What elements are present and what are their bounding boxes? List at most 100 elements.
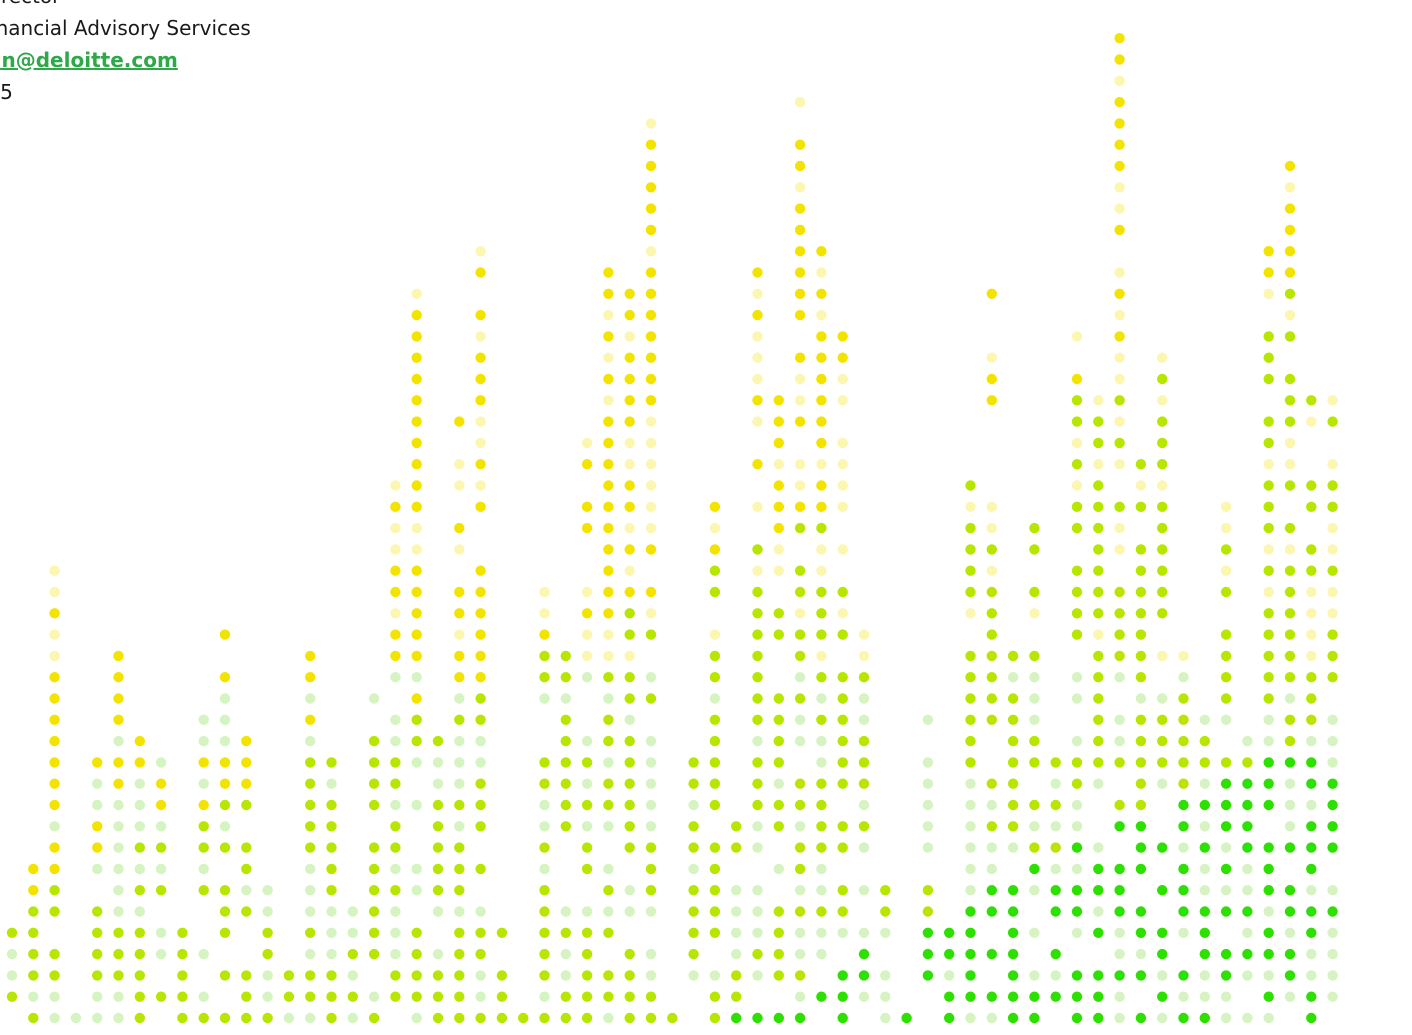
decorative-dot	[134, 906, 145, 917]
decorative-dot	[773, 778, 784, 789]
decorative-dot	[1114, 54, 1125, 65]
decorative-dot	[837, 927, 848, 938]
decorative-dot	[475, 267, 486, 278]
decorative-dot	[411, 544, 422, 555]
decorative-dot	[539, 863, 550, 875]
decorative-dot	[986, 522, 997, 534]
decorative-dot	[965, 672, 976, 683]
decorative-dot	[581, 437, 593, 449]
contact-department: Financial Advisory Services	[0, 16, 251, 40]
decorative-dot	[1093, 395, 1104, 406]
decorative-dot	[326, 821, 337, 832]
decorative-dot	[794, 352, 806, 363]
decorative-dot	[1263, 948, 1274, 960]
decorative-dot	[1157, 842, 1168, 853]
decorative-dot	[837, 501, 848, 512]
decorative-dot	[816, 309, 827, 321]
decorative-dot	[198, 821, 209, 832]
decorative-dot	[1050, 906, 1061, 917]
decorative-dot	[1284, 182, 1296, 193]
decorative-dot	[858, 757, 870, 768]
decorative-dot	[624, 586, 635, 598]
decorative-dot	[1093, 629, 1104, 640]
decorative-dot	[1327, 672, 1338, 683]
decorative-dot	[411, 522, 422, 534]
decorative-dot	[922, 906, 934, 917]
decorative-dot	[1284, 373, 1296, 385]
decorative-dot	[624, 714, 635, 725]
decorative-dot	[1199, 927, 1211, 938]
contact-email-line: an@deloitte.com	[0, 44, 251, 76]
decorative-dot	[1071, 1012, 1083, 1024]
decorative-dot	[411, 373, 422, 385]
decorative-dot	[134, 927, 145, 938]
decorative-dot	[1029, 799, 1040, 811]
decorative-dot	[752, 544, 763, 555]
decorative-dot	[113, 991, 124, 1002]
decorative-dot	[837, 395, 848, 406]
decorative-dot	[49, 991, 60, 1002]
decorative-dot	[773, 735, 784, 747]
decorative-dot	[1284, 309, 1296, 321]
decorative-dot	[1327, 608, 1338, 619]
decorative-dot	[858, 672, 870, 683]
decorative-dot	[1263, 842, 1274, 853]
decorative-dot	[155, 799, 167, 811]
decorative-dot	[773, 416, 784, 427]
decorative-dot	[645, 309, 657, 321]
decorative-dot	[411, 799, 422, 811]
decorative-dot	[560, 991, 571, 1002]
decorative-dot	[752, 267, 763, 278]
decorative-dot	[752, 842, 763, 853]
decorative-dot	[752, 885, 763, 896]
decorative-dot	[560, 948, 571, 960]
decorative-dot	[986, 842, 997, 853]
decorative-dot	[752, 906, 763, 917]
decorative-dot	[1178, 863, 1189, 875]
decorative-dot	[1071, 778, 1083, 789]
decorative-dot	[454, 906, 465, 917]
decorative-dot	[113, 650, 124, 662]
decorative-dot	[539, 948, 550, 960]
decorative-dot	[411, 501, 422, 512]
decorative-dot	[454, 416, 465, 427]
decorative-dot	[241, 778, 252, 789]
decorative-dot	[1284, 416, 1296, 427]
decorative-dot	[475, 821, 486, 832]
contact-email-link[interactable]: an@deloitte.com	[0, 48, 178, 72]
decorative-dot	[1029, 522, 1040, 534]
decorative-dot	[645, 608, 657, 619]
decorative-dot	[581, 863, 593, 875]
decorative-dot	[411, 309, 422, 321]
decorative-dot	[305, 650, 316, 662]
decorative-dot	[986, 948, 997, 960]
decorative-dot	[837, 757, 848, 768]
decorative-dot	[1050, 778, 1061, 789]
decorative-dot	[773, 821, 784, 832]
decorative-dot	[1050, 842, 1061, 853]
decorative-dot	[432, 906, 444, 917]
decorative-dot	[1050, 821, 1061, 832]
decorative-dot	[922, 948, 934, 960]
decorative-dot	[1306, 565, 1317, 576]
decorative-dot	[475, 906, 486, 917]
decorative-dot	[816, 693, 827, 704]
decorative-dot	[1178, 799, 1189, 811]
decorative-dot	[645, 459, 657, 470]
decorative-dot	[1071, 991, 1083, 1002]
decorative-dot	[155, 757, 167, 768]
decorative-dot	[624, 544, 635, 555]
decorative-dot	[1263, 331, 1274, 342]
decorative-dot	[752, 395, 763, 406]
decorative-dot	[49, 948, 60, 960]
decorative-dot	[965, 544, 976, 555]
decorative-dot	[581, 459, 593, 470]
decorative-dot	[1135, 672, 1147, 683]
decorative-dot	[1178, 714, 1189, 725]
decorative-dot	[198, 757, 209, 768]
decorative-dot	[49, 714, 60, 725]
decorative-dot	[1029, 714, 1040, 725]
decorative-dot	[837, 459, 848, 470]
decorative-dot	[794, 842, 806, 853]
decorative-dot	[1263, 757, 1274, 768]
